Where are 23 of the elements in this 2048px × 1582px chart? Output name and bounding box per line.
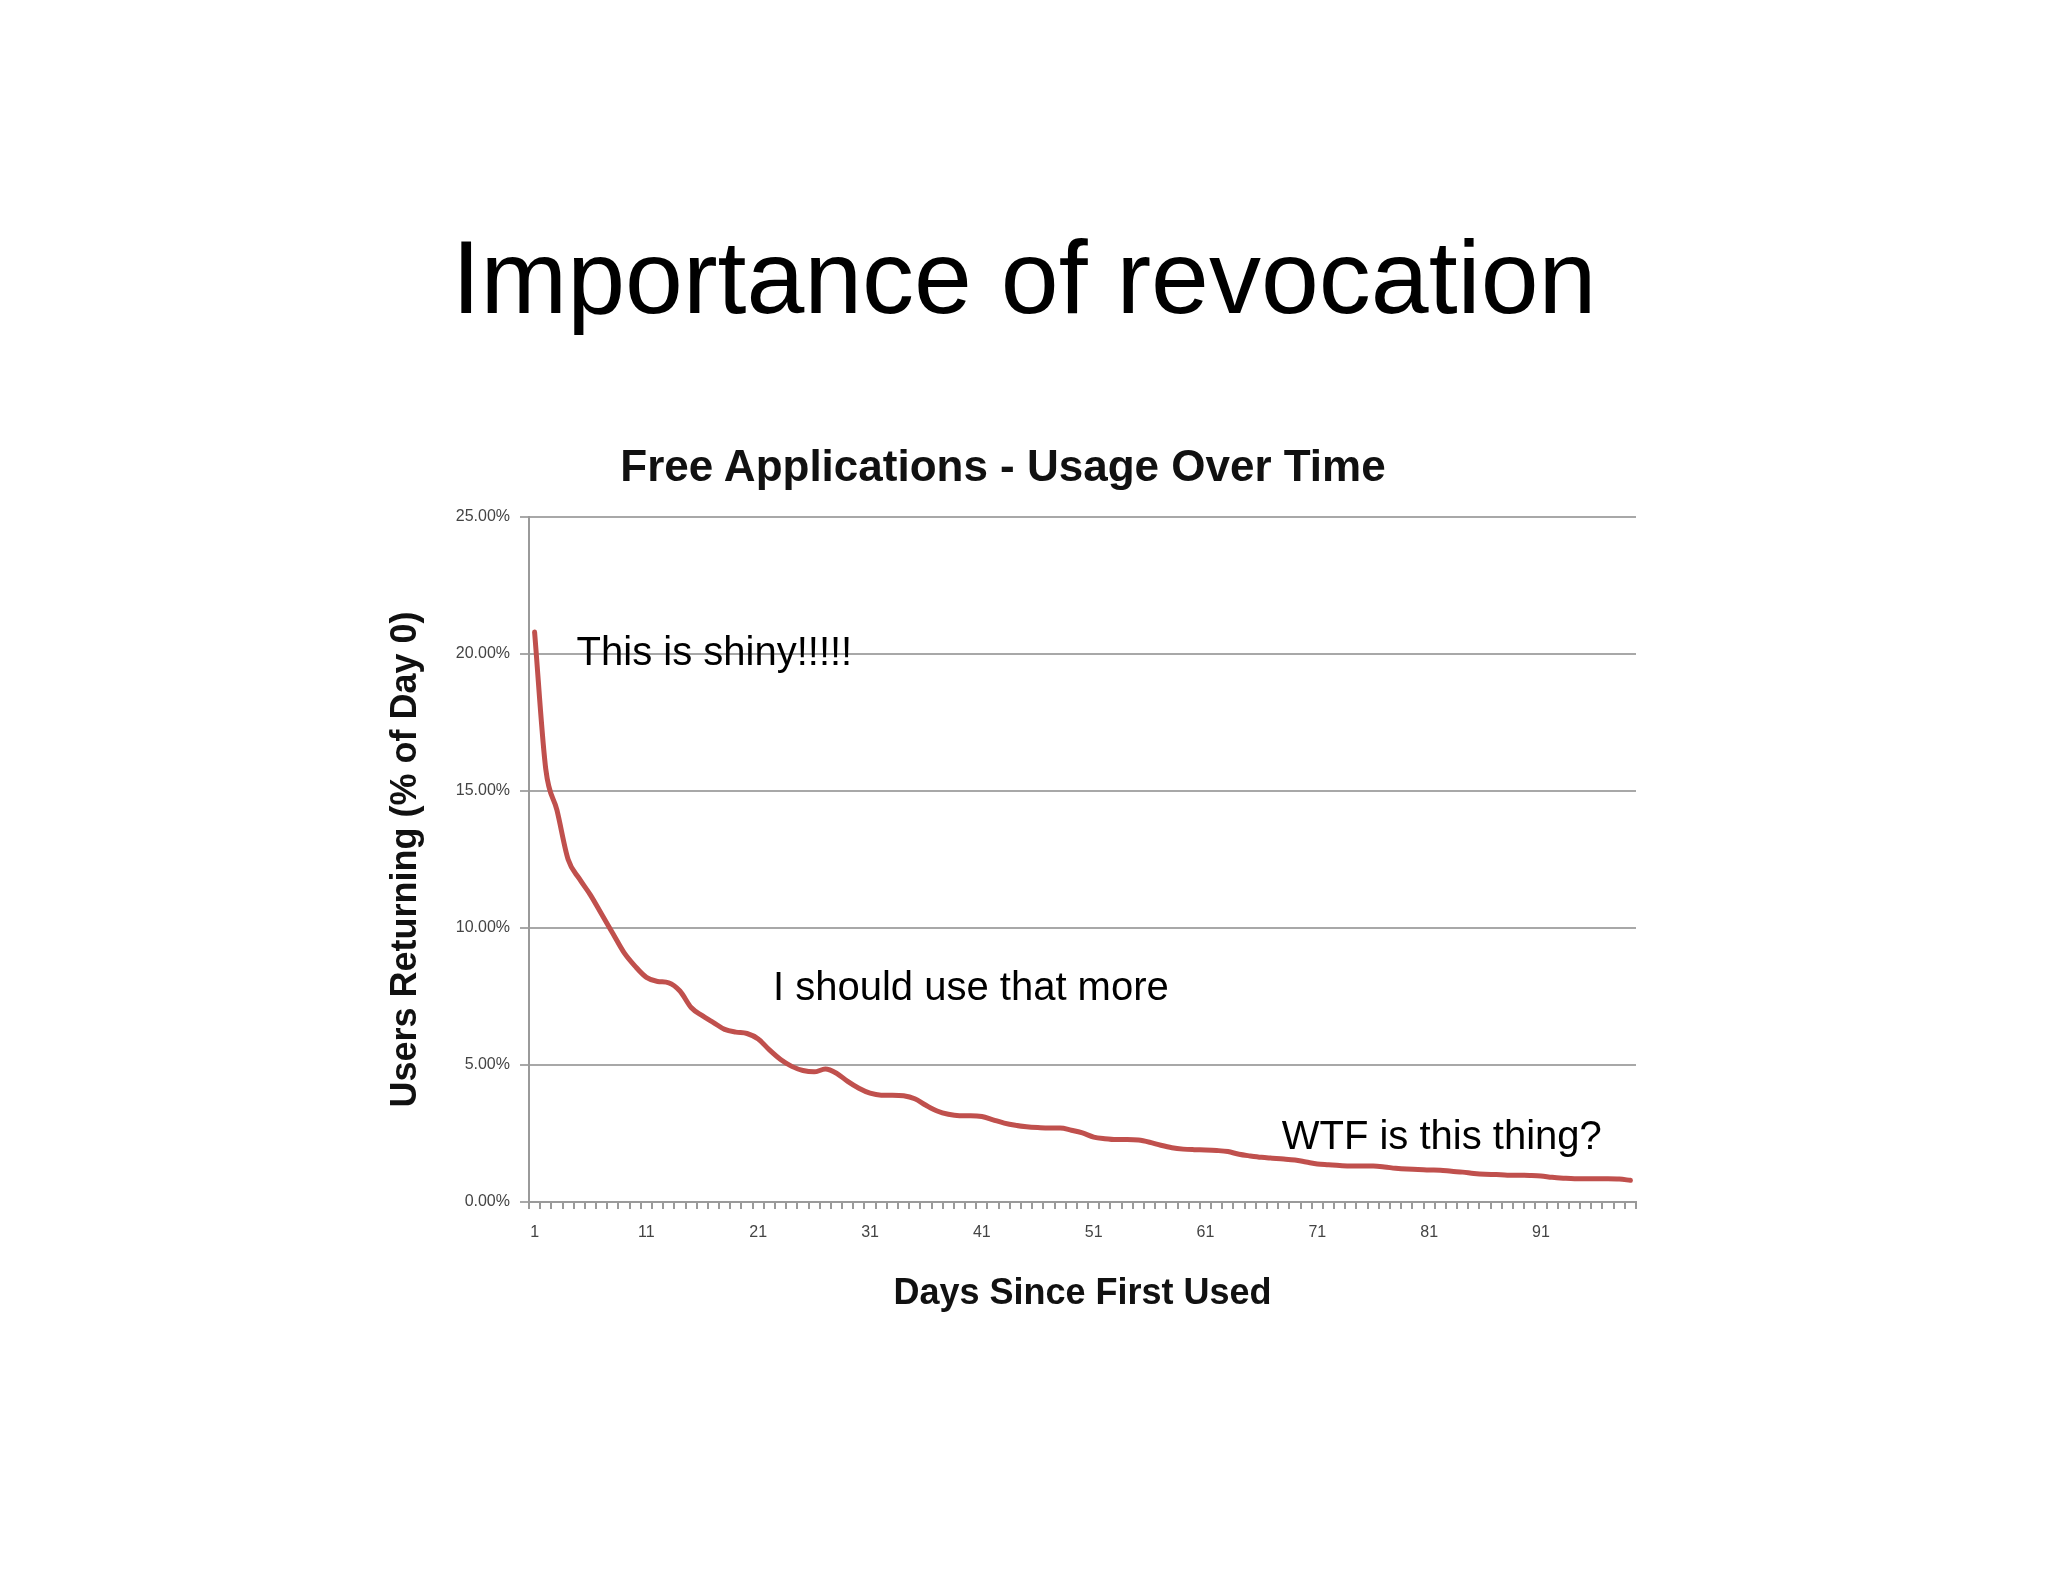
chart-title: Importance of revocation (451, 219, 1597, 335)
y-tick-label: 10.00% (455, 918, 510, 936)
annotation: I should use that more (772, 963, 1169, 1008)
y-tick-label: 15.00% (455, 781, 510, 799)
x-tick-label: 41 (972, 1223, 991, 1241)
x-tick-label: 71 (1308, 1223, 1327, 1241)
x-tick-label: 91 (1532, 1223, 1550, 1241)
chart-subtitle: Free Applications - Usage Over Time (620, 441, 1386, 490)
y-tick-label: 25.00% (455, 507, 510, 525)
x-tick-label: 31 (861, 1223, 880, 1241)
x-tick-label: 61 (1196, 1223, 1215, 1241)
y-tick-label: 0.00% (464, 1192, 510, 1210)
x-tick-label: 1 (530, 1223, 540, 1241)
x-axis-title: Days Since First Used (893, 1271, 1272, 1313)
x-tick-label: 51 (1084, 1223, 1103, 1241)
x-tick-label: 21 (749, 1223, 768, 1241)
y-tick-label: 20.00% (455, 644, 510, 662)
y-axis-title: Users Returning (% of Day 0) (382, 611, 424, 1108)
annotation: WTF is this thing? (1281, 1112, 1602, 1157)
y-tick-label: 5.00% (464, 1055, 510, 1073)
x-tick-label: 11 (638, 1223, 655, 1241)
x-tick-label: 81 (1420, 1223, 1439, 1241)
annotation: This is shiny!!!!! (576, 628, 853, 673)
